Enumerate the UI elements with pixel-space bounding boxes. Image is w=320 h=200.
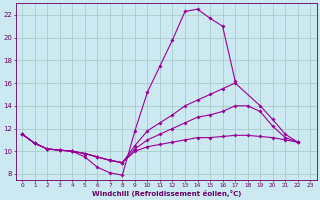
X-axis label: Windchill (Refroidissement éolien,°C): Windchill (Refroidissement éolien,°C) — [92, 190, 241, 197]
